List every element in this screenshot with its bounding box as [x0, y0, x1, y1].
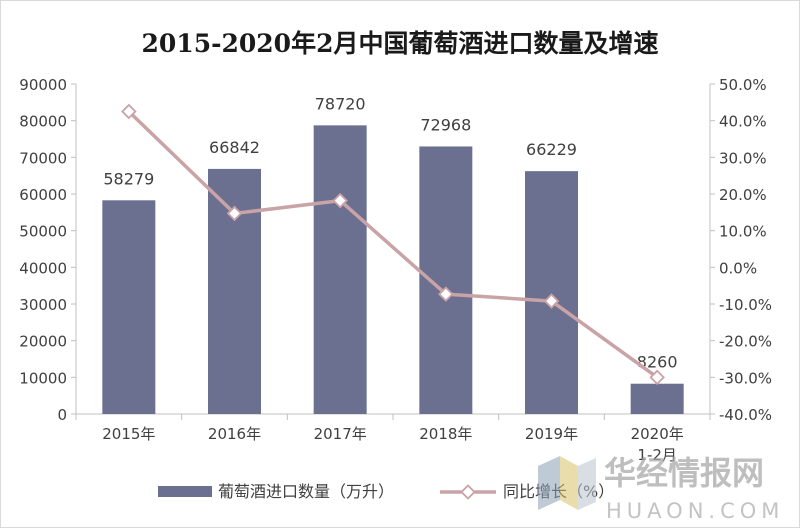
watermark-text: 华经情报网	[604, 454, 764, 492]
growth-point	[438, 286, 454, 302]
bar	[525, 171, 578, 414]
y-right-tick-label: 0.0%	[719, 259, 757, 277]
y-right-tick-label: -10.0%	[719, 296, 772, 314]
x-tick-label: 2015年	[102, 425, 155, 443]
y-right-tick-label: -20.0%	[719, 333, 772, 351]
legend-bar-label: 葡萄酒进口数量（万升）	[218, 482, 394, 501]
bar-data-label: 66229	[526, 140, 577, 159]
x-tick-label: 2020年	[631, 425, 684, 443]
legend-bar-swatch	[158, 486, 212, 497]
bar-series	[102, 125, 684, 415]
y-right-tick-label: 50.0%	[719, 76, 767, 94]
x-tick-label: 2016年	[208, 425, 261, 443]
bar	[419, 146, 473, 414]
growth-point	[543, 293, 560, 309]
x-tick-label: 2018年	[419, 425, 472, 443]
line-series	[121, 103, 665, 386]
growth-line	[127, 110, 659, 379]
chart-title: 2015-2020年2月中国葡萄酒进口数量及增速	[142, 29, 659, 58]
y-left-tick-label: 40000	[19, 259, 67, 277]
y-left-tick-label: 70000	[19, 149, 67, 167]
bar-data-label: 78720	[315, 94, 366, 113]
growth-point	[332, 192, 348, 209]
y-left-tick-label: 10000	[19, 369, 67, 387]
legend-line-marker	[460, 484, 476, 500]
x-tick-label: 2017年	[314, 425, 367, 443]
y-right-tick-label: 10.0%	[719, 223, 767, 241]
bar-data-label: 58279	[103, 169, 154, 188]
bar-data-label: 72968	[420, 115, 471, 134]
growth-point	[121, 103, 137, 120]
watermark: 华经情报网 HUAON.COM	[538, 454, 784, 523]
bar-data-labels: 58279 66842 78720 72968 66229 8260	[103, 94, 677, 371]
bar-data-label: 8260	[637, 353, 678, 372]
y-left-tick-label: 0	[57, 406, 67, 424]
axes: 0 10000 20000 30000 40000 50000 60000 70000 8000…	[19, 76, 772, 464]
watermark-logo-icon	[538, 456, 596, 510]
growth-point	[649, 369, 665, 386]
bar	[102, 200, 156, 414]
y-left-tick-label: 80000	[19, 113, 67, 131]
y-right-tick-label: 30.0%	[719, 149, 767, 167]
y-right-tick-label: 20.0%	[719, 186, 767, 204]
bar	[630, 383, 684, 414]
y-left-tick-label: 90000	[19, 76, 67, 94]
bar-data-label: 66842	[209, 138, 260, 157]
x-tick-label: 2019年	[525, 425, 578, 443]
y-right-tick-label: 40.0%	[719, 113, 767, 131]
y-left-tick-label: 30000	[19, 296, 67, 314]
bar	[313, 125, 367, 415]
y-right-tick-label: -40.0%	[719, 406, 772, 424]
x-tick-label-sub: 1-2月	[637, 446, 677, 464]
y-left-tick-label: 20000	[19, 333, 67, 351]
watermark-subtext: HUAON.COM	[606, 499, 784, 523]
y-right-tick-label: -30.0%	[719, 369, 772, 387]
growth-point	[226, 205, 243, 222]
y-left-tick-label: 50000	[19, 223, 67, 241]
y-left-tick-label: 60000	[19, 186, 67, 204]
